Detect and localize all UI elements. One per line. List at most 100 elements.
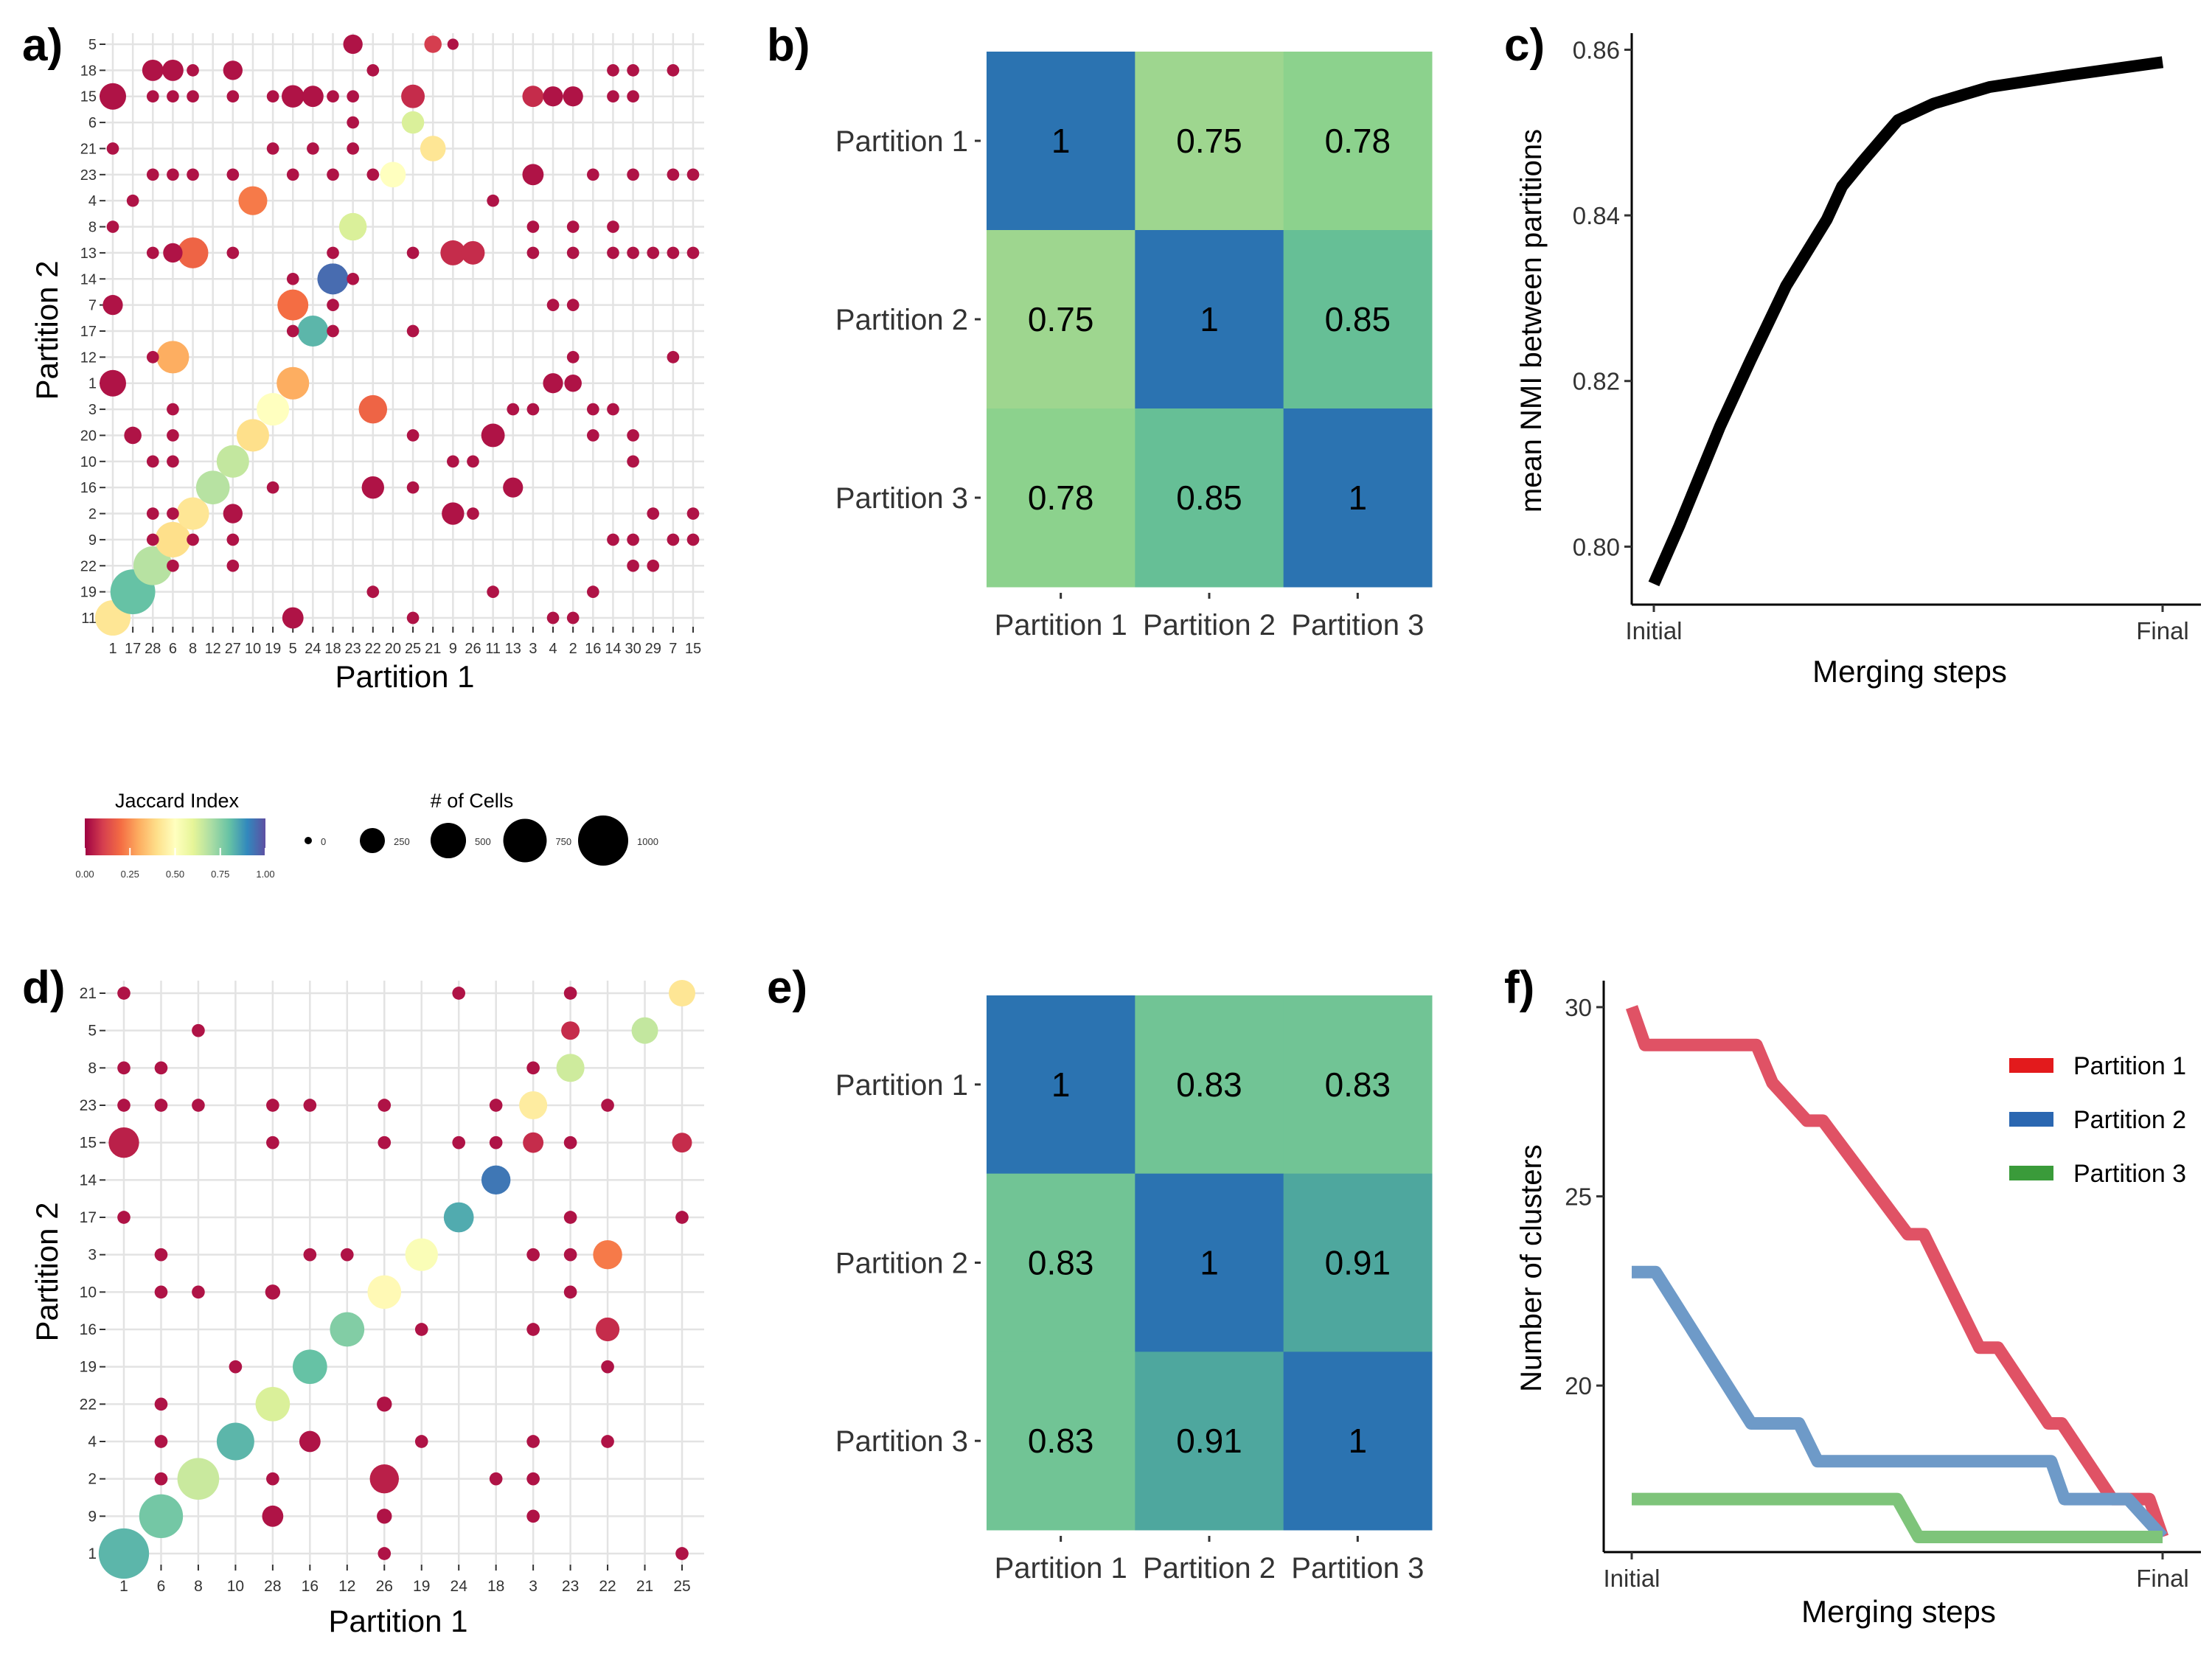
bubble-point [667,64,680,77]
bubble-point [154,1099,168,1112]
panel-c-x-axis-label: Merging steps [1812,654,2007,689]
bubble-point [503,477,524,498]
heatmap-cell [987,230,1135,409]
bubble-point [607,246,619,260]
bubble-point [563,1285,577,1299]
bubble-point [192,1285,205,1299]
y-tick-label: 4 [88,193,97,209]
bubble-point [543,373,563,394]
y-tick-label: 25 [1565,1183,1592,1211]
jaccard-size-legend: Jaccard Index 0.00 0.25 0.50 0.75 1.00 # of … [75,790,658,880]
bubble-point [156,341,189,374]
heatmap-cell-label: 1 [1200,1244,1219,1282]
y-tick-label: 8 [88,220,97,236]
panel-f-ticks: 20 25 30 Initial Final [1565,994,2188,1592]
bubble-point [146,507,159,520]
bubble-point [265,1284,281,1300]
heatmap-cell [1283,995,1433,1175]
bubble-point [266,1135,279,1150]
bubble-point [286,324,299,338]
bubble-point [317,263,349,295]
bubble-point [106,142,119,155]
y-tick-label: 16 [80,1321,97,1338]
y-tick-label: 22 [80,558,97,574]
bubble-point [163,243,183,263]
y-tick-label: 1 [88,1545,97,1562]
heatmap-cell [1283,1173,1433,1352]
heatmap-cell-label: 1 [1349,479,1368,517]
bubble-point [526,220,540,233]
heatmap-cell [1135,1352,1284,1531]
heatmap-cell [1283,52,1433,231]
heatmap-row-label: Partition 2 [835,1248,968,1280]
panel-label-a: a) [22,20,63,71]
bubble-point [481,1165,511,1195]
x-tick-label: 6 [169,641,177,657]
x-tick-label: 1 [108,641,116,657]
bubble-point [366,64,380,77]
x-tick-label: 7 [669,641,677,657]
heatmap-cell [1135,52,1284,231]
panel-d-points [98,980,695,1579]
bubble-point [467,455,479,468]
bubble-point [176,497,209,530]
bubble-point [146,168,159,181]
bubble-point [257,393,290,426]
bubble-point [378,1099,392,1112]
x-tick-label: 13 [505,641,521,657]
y-tick-label: 22 [80,1396,97,1413]
bubble-point [686,533,700,546]
panel-d-tick-labels: 1 6 8 10 28 16 12 26 19 24 18 3 23 22 21 25192422191610… [80,985,691,1595]
y-tick-label: 20 [80,428,97,444]
x-tick-label: 27 [225,641,241,657]
x-tick-label: 28 [145,641,161,657]
bubble-point [366,585,380,598]
bubble-point [546,611,560,625]
heatmap-col-label: Partition 3 [1291,1552,1424,1585]
bubble-point [102,295,123,316]
x-tick-label: 3 [529,641,537,657]
panel-a-x-axis-label: Partition 1 [335,659,474,694]
heatmap-cell-label: 0.85 [1176,479,1242,517]
bubble-point [100,369,126,397]
bubble-point [556,1054,585,1082]
size-legend-circle [578,815,628,866]
bubble-point [266,1472,279,1486]
y-tick-label: 1 [88,376,97,392]
bubble-point [675,1211,689,1224]
heatmap-cell-label: 0.75 [1176,122,1242,160]
bubble-point [667,246,680,260]
size-legend-label: 0 [321,836,326,847]
x-tick-label: 22 [599,1578,616,1595]
bubble-point [293,1349,327,1384]
x-tick-label: 20 [385,641,401,657]
y-tick-label: 7 [88,298,97,314]
bubble-point [627,559,639,572]
heatmap-cell [1135,995,1284,1175]
bubble-point [167,455,179,468]
bubble-point [327,299,339,311]
panel-a: 1 17 28 6 8 12 27 10 19 5 24 18 23 22 20 25 21 9 26 11 13 3 4 2… [29,33,704,694]
heatmap-cell-label: 1 [1051,122,1071,160]
bubble-point [146,533,159,546]
bubble-point [526,1472,540,1486]
bubble-point [226,533,240,546]
heatmap-col-label: Partition 1 [995,609,1127,641]
bubble-point [167,403,179,416]
bubble-point [154,1061,168,1075]
heatmap-row-label: Partition 1 [835,125,968,158]
heatmap-cell-label: 1 [1051,1065,1071,1104]
bubble-point [299,1430,321,1453]
bubble-point [266,481,279,494]
bubble-point [340,1248,354,1262]
y-tick-label: 17 [80,324,97,340]
color-legend-tick-label: 0.25 [121,869,139,880]
x-tick-label: 25 [405,641,421,657]
bubble-point [546,299,560,311]
y-tick-label: 21 [80,141,97,157]
x-tick-label: 15 [685,641,701,657]
x-tick-label: 29 [645,641,661,657]
panel-c-nmi-line [1648,56,2164,587]
panel-label-d: d) [22,962,66,1013]
